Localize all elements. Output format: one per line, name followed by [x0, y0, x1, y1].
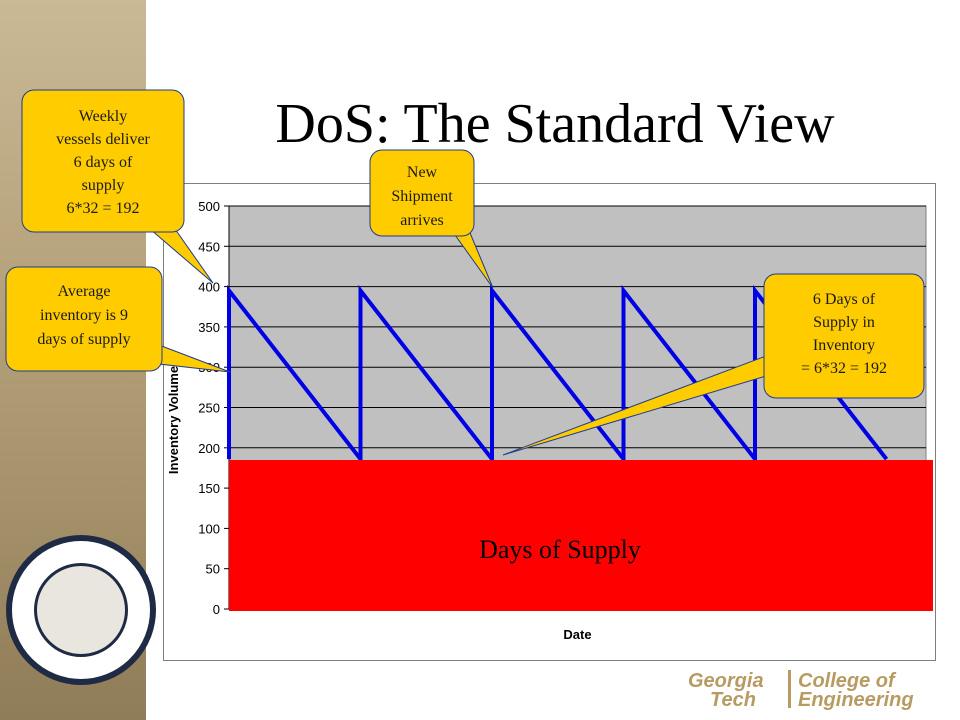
callout-line: arrives [400, 212, 444, 229]
y-tick-label: 250 [198, 401, 220, 416]
series-line [227, 284, 889, 465]
callout-line: days of supply [37, 331, 130, 348]
y-tick-label: 400 [198, 280, 220, 295]
y-axis-title: Inventory Volume [166, 366, 181, 474]
georgia-tech-seal [6, 535, 156, 685]
callout-line: Inventory [813, 337, 875, 354]
callout-line: Weekly [79, 108, 127, 125]
y-tick-label: 100 [198, 521, 220, 536]
callout-box [21, 89, 185, 233]
y-tick-label: 150 [198, 481, 220, 496]
logo-tech: Tech [710, 689, 756, 711]
callout-average-inventory: Average inventory is 9 days of supply [5, 266, 231, 373]
callout-line: 6 Days of [813, 291, 876, 308]
callout-line: supply [82, 177, 125, 194]
callout-line: Shipment [391, 188, 453, 205]
y-tick-label: 0 [213, 602, 220, 617]
callout-box [763, 273, 925, 399]
callout-weekly-vessels: Weekly vessels deliver 6 days of supply 6*32… [21, 89, 214, 284]
callout-box [5, 266, 163, 372]
logo-college-of: College of [798, 670, 895, 692]
callout-six-days-supply: 6 Days of Supply in Inventory = 6*32 = 192 [502, 273, 925, 456]
logo-engineering: Engineering [798, 689, 914, 711]
seal-emblem [34, 563, 128, 657]
logo-georgia: Georgia [688, 670, 764, 692]
callout-line: New [407, 164, 438, 181]
y-tick-label: 350 [198, 320, 220, 335]
y-tick-label: 450 [198, 239, 220, 254]
y-tick-label: 200 [198, 441, 220, 456]
callout-line: 6 days of [74, 154, 133, 171]
callout-line: inventory is 9 [40, 307, 128, 324]
callout-line: Average [58, 283, 111, 300]
callout-line: vessels deliver [56, 131, 150, 148]
x-axis-title: Date [563, 627, 591, 642]
callout-line: 6*32 = 192 [66, 200, 139, 217]
days-of-supply-label: Days of Supply [479, 535, 641, 564]
logo-divider [788, 670, 791, 708]
callout-box [369, 149, 475, 237]
callout-new-shipment: New Shipment arrives [369, 149, 494, 289]
slide-title: DoS: The Standard View [275, 93, 835, 155]
georgia-tech-logo: Georgia Tech College of Engineering [688, 668, 938, 710]
callout-line: = 6*32 = 192 [801, 360, 887, 377]
y-tick-label: 500 [198, 199, 220, 214]
days-of-supply-box [229, 460, 933, 611]
callout-line: Supply in [813, 314, 875, 331]
y-tick-label: 50 [206, 562, 220, 577]
y-axis-ticks: 050100150200250300350400450500 [198, 199, 229, 617]
